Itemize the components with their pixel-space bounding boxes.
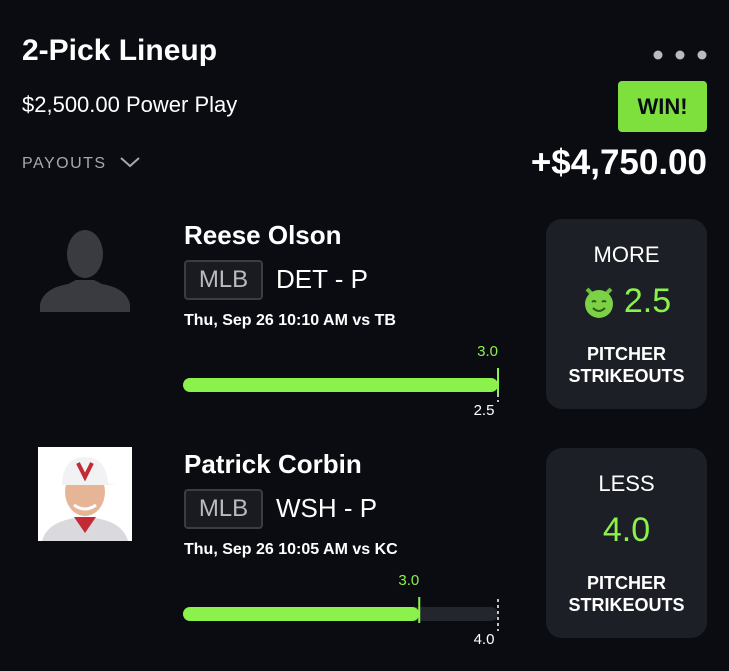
stat-name: PITCHER bbox=[586, 573, 666, 593]
line-value: 4.0 bbox=[602, 511, 651, 549]
actual-label: 3.0 bbox=[398, 572, 420, 589]
emoji-icon bbox=[584, 287, 613, 318]
progress-bar bbox=[183, 597, 499, 631]
pick-direction: MORE bbox=[593, 242, 660, 267]
team-position: DET - P bbox=[276, 264, 368, 294]
stat-name: PITCHER bbox=[586, 344, 666, 364]
pick-line: 2.5 bbox=[546, 282, 707, 321]
lineup-title: 2-Pick Lineup bbox=[22, 34, 218, 67]
more-menu[interactable] bbox=[650, 48, 710, 62]
pick-card: LESS 4.0 PITCHER STRIKEOUTS bbox=[546, 448, 707, 638]
line-label: 4.0 bbox=[473, 631, 495, 648]
line-value: 2.5 bbox=[623, 282, 672, 320]
game-time: Thu, Sep 26 10:10 AM vs TB bbox=[184, 312, 396, 329]
progress-fill bbox=[183, 378, 498, 392]
line-label: 2.5 bbox=[473, 402, 495, 419]
payouts-label: PAYOUTS bbox=[22, 155, 107, 172]
pick-direction: LESS bbox=[598, 471, 655, 496]
game-time: Thu, Sep 26 10:05 AM vs KC bbox=[184, 541, 398, 558]
payouts-toggle[interactable]: PAYOUTS bbox=[22, 155, 141, 173]
team-position: WSH - P bbox=[276, 493, 378, 523]
progress-bar bbox=[183, 368, 499, 402]
entry-amount: $2,500.00 Power Play bbox=[22, 92, 238, 117]
pick-card: MORE 2.5 PITCHER STRIKEOUTS bbox=[546, 219, 707, 409]
player-name: Reese Olson bbox=[184, 220, 342, 250]
chevron bbox=[119, 157, 140, 168]
league-badge: MLB bbox=[184, 260, 263, 300]
actual-label: 3.0 bbox=[477, 343, 498, 360]
player-avatar bbox=[40, 230, 130, 312]
stat-name: STRIKEOUTS bbox=[568, 366, 685, 386]
player-name: Patrick Corbin bbox=[184, 449, 362, 479]
status-badge: WIN! bbox=[618, 81, 707, 132]
stat-name: STRIKEOUTS bbox=[568, 595, 685, 615]
league-badge: MLB bbox=[184, 489, 263, 529]
player-avatar bbox=[38, 447, 132, 541]
payout-amount: +$4,750.00 bbox=[530, 143, 707, 182]
pick-line: 4.0 bbox=[546, 511, 707, 550]
progress-fill bbox=[183, 607, 420, 621]
